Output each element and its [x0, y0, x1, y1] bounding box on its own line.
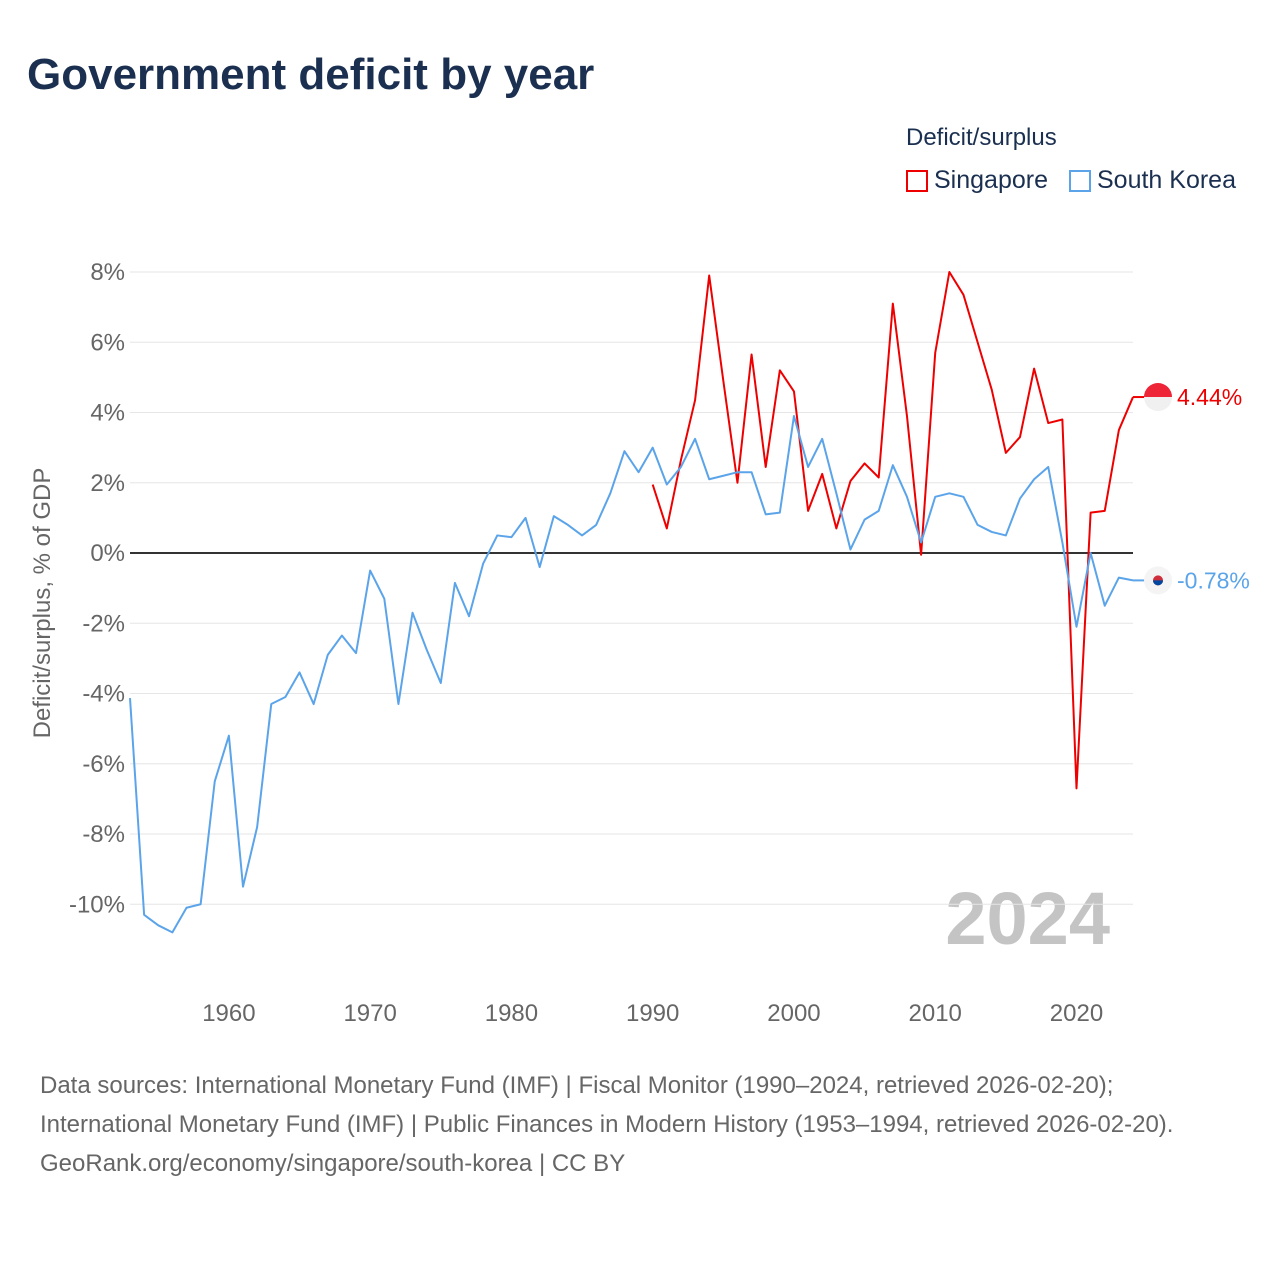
flag-icon-singapore — [1144, 383, 1172, 412]
y-tick-label: -2% — [82, 610, 125, 637]
y-tick-label: -6% — [82, 751, 125, 778]
x-tick-label: 1970 — [343, 1000, 396, 1027]
year-watermark: 2024 — [945, 877, 1110, 960]
credit-link[interactable]: GeoRank.org/economy/singapore/south-kore… — [40, 1150, 626, 1177]
x-tick-label: 1960 — [202, 1000, 255, 1027]
legend-swatch-singapore — [906, 169, 928, 192]
x-tick-label: 2020 — [1050, 1000, 1103, 1027]
legend-item-singapore[interactable]: Singapore — [906, 166, 1048, 195]
x-tick-label: 1990 — [626, 1000, 679, 1027]
end-value-label-south-korea: -0.78% — [1177, 567, 1250, 593]
legend-label-singapore: Singapore — [934, 166, 1048, 194]
legend-title: Deficit/surplus — [906, 124, 1057, 151]
series-line-south-korea — [129, 415, 1134, 934]
footer: Data sources: International Monetary Fun… — [40, 1066, 1240, 1183]
x-tick-label: 2010 — [909, 1000, 962, 1027]
flag-icon-south-korea — [1144, 566, 1172, 595]
y-tick-label: 2% — [90, 470, 125, 497]
legend-label-south-korea: South Korea — [1097, 166, 1236, 194]
end-value-label-singapore: 4.44% — [1177, 384, 1242, 410]
y-tick-label: -8% — [82, 821, 125, 848]
y-tick-label: 4% — [90, 400, 125, 427]
data-sources: Data sources: International Monetary Fun… — [40, 1072, 1174, 1138]
legend-swatch-south-korea — [1069, 169, 1091, 192]
y-tick-label: -4% — [82, 681, 125, 708]
series-line-singapore — [651, 271, 1134, 790]
y-tick-label: 8% — [90, 259, 125, 286]
y-tick-label: 0% — [90, 540, 125, 567]
legend-item-south-korea[interactable]: South Korea — [1069, 166, 1236, 195]
y-tick-label: 6% — [90, 329, 125, 356]
y-axis-label: Deficit/surplus, % of GDP — [29, 468, 56, 739]
y-tick-label: -10% — [69, 891, 125, 918]
x-tick-label: 2000 — [767, 1000, 820, 1027]
chart-title: Government deficit by year — [27, 50, 595, 99]
x-tick-label: 1980 — [485, 1000, 538, 1027]
